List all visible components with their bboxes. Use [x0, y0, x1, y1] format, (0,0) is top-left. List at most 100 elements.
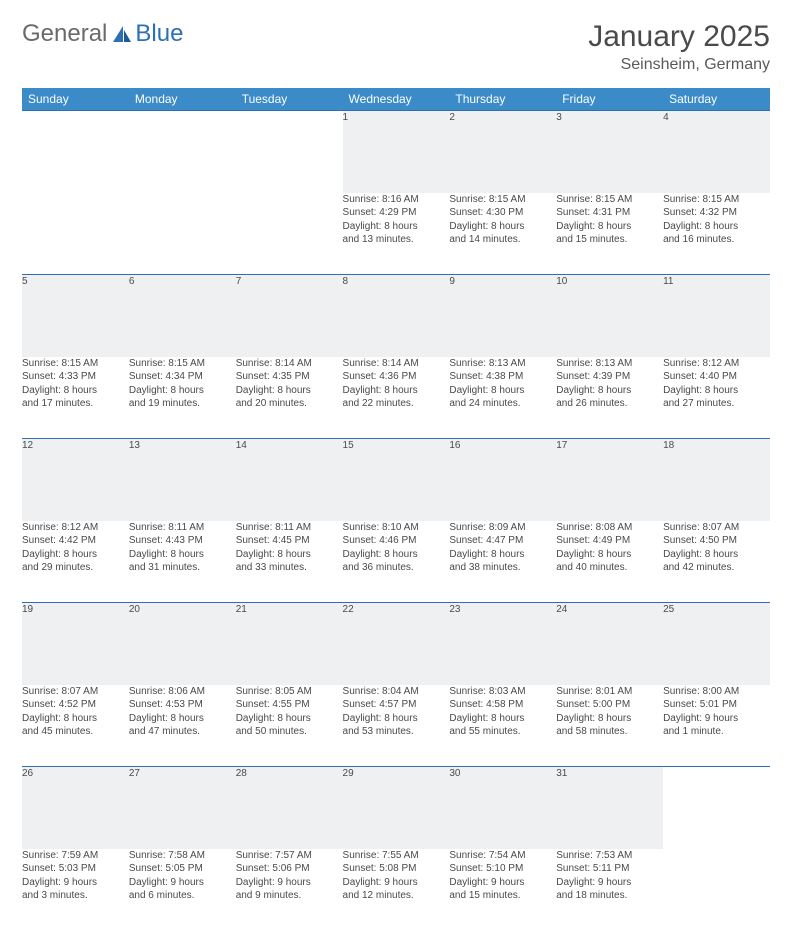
day-cell: Sunrise: 8:12 AMSunset: 4:40 PMDaylight:… [663, 357, 770, 439]
day-cell-blank [129, 193, 236, 275]
day-cell-line: and 15 minutes. [556, 233, 663, 247]
day-cell-line: Sunset: 5:11 PM [556, 862, 663, 876]
day-cell-line: Daylight: 8 hours [22, 384, 129, 398]
day-cell-line: and 50 minutes. [236, 725, 343, 739]
day-cell-line: Sunset: 4:50 PM [663, 534, 770, 548]
day-cell-line: Sunset: 4:29 PM [343, 206, 450, 220]
day-number-blank [236, 111, 343, 193]
weekday-header: Wednesday [343, 88, 450, 111]
day-cell-line: and 16 minutes. [663, 233, 770, 247]
day-cell-line: Daylight: 8 hours [236, 548, 343, 562]
day-cell: Sunrise: 7:53 AMSunset: 5:11 PMDaylight:… [556, 849, 663, 931]
day-number: 5 [22, 275, 129, 357]
day-cell-line: and 45 minutes. [22, 725, 129, 739]
day-cell-line: Sunset: 5:10 PM [449, 862, 556, 876]
day-cell-line: Sunset: 4:45 PM [236, 534, 343, 548]
day-cell-line: Sunset: 4:47 PM [449, 534, 556, 548]
day-cell-line: Sunset: 5:00 PM [556, 698, 663, 712]
logo-text-general: General [22, 20, 107, 48]
day-cell-line: Daylight: 8 hours [663, 548, 770, 562]
day-number: 4 [663, 111, 770, 193]
day-cell-line: and 33 minutes. [236, 561, 343, 575]
day-cell-line: Sunset: 5:08 PM [343, 862, 450, 876]
day-cell-line: and 12 minutes. [343, 889, 450, 903]
day-cell-line: Sunrise: 8:01 AM [556, 685, 663, 699]
day-cell-line: and 36 minutes. [343, 561, 450, 575]
day-number: 20 [129, 603, 236, 685]
weekday-header: Saturday [663, 88, 770, 111]
day-cell-line: Sunset: 4:46 PM [343, 534, 450, 548]
day-number-row: 567891011 [22, 275, 770, 357]
header: General Blue January 2025 Seinsheim, Ger… [22, 20, 770, 74]
day-cell-line: Sunset: 4:34 PM [129, 370, 236, 384]
day-cell-line: Daylight: 9 hours [22, 876, 129, 890]
day-cell-line: Daylight: 9 hours [343, 876, 450, 890]
day-cell-line: and 38 minutes. [449, 561, 556, 575]
day-cell: Sunrise: 8:15 AMSunset: 4:30 PMDaylight:… [449, 193, 556, 275]
day-cell-line: and 40 minutes. [556, 561, 663, 575]
day-cell-line: Sunrise: 8:03 AM [449, 685, 556, 699]
day-cell-line: Sunrise: 8:10 AM [343, 521, 450, 535]
day-cell-line: Sunset: 4:42 PM [22, 534, 129, 548]
day-cell: Sunrise: 7:59 AMSunset: 5:03 PMDaylight:… [22, 849, 129, 931]
day-cell-line: Sunrise: 8:06 AM [129, 685, 236, 699]
logo-text-blue: Blue [135, 20, 183, 48]
day-cell-line: Daylight: 8 hours [343, 384, 450, 398]
day-cell-line: Sunrise: 7:53 AM [556, 849, 663, 863]
day-cell-line: Sunrise: 8:15 AM [22, 357, 129, 371]
day-cell-line: and 53 minutes. [343, 725, 450, 739]
day-number: 9 [449, 275, 556, 357]
day-number: 27 [129, 767, 236, 849]
day-cell-line: Sunrise: 7:59 AM [22, 849, 129, 863]
day-cell-line: Daylight: 8 hours [449, 548, 556, 562]
weekday-header: Tuesday [236, 88, 343, 111]
day-number-blank [129, 111, 236, 193]
day-cell-line: and 29 minutes. [22, 561, 129, 575]
day-number: 21 [236, 603, 343, 685]
day-cell-line: Daylight: 8 hours [22, 548, 129, 562]
day-cell-line: Sunset: 4:40 PM [663, 370, 770, 384]
day-cell: Sunrise: 7:54 AMSunset: 5:10 PMDaylight:… [449, 849, 556, 931]
day-cell-line: and 6 minutes. [129, 889, 236, 903]
day-number: 8 [343, 275, 450, 357]
day-cell: Sunrise: 8:00 AMSunset: 5:01 PMDaylight:… [663, 685, 770, 767]
day-cell-line: Sunset: 5:05 PM [129, 862, 236, 876]
day-cell: Sunrise: 8:10 AMSunset: 4:46 PMDaylight:… [343, 521, 450, 603]
day-cell-line: and 55 minutes. [449, 725, 556, 739]
day-cell-line: Sunset: 5:03 PM [22, 862, 129, 876]
day-cell-line: Sunset: 4:30 PM [449, 206, 556, 220]
day-cell-line: Sunrise: 8:00 AM [663, 685, 770, 699]
month-title: January 2025 [588, 20, 770, 54]
day-cell-line: Sunrise: 8:15 AM [129, 357, 236, 371]
day-cell-line: Sunrise: 8:08 AM [556, 521, 663, 535]
day-number-row: 262728293031 [22, 767, 770, 849]
day-cell-line: and 13 minutes. [343, 233, 450, 247]
day-cell-line: Daylight: 8 hours [129, 548, 236, 562]
day-number: 30 [449, 767, 556, 849]
day-cell-blank [663, 849, 770, 931]
day-cell-line: Sunrise: 8:13 AM [449, 357, 556, 371]
day-cell-line: Daylight: 9 hours [556, 876, 663, 890]
day-cell-line: Sunset: 4:32 PM [663, 206, 770, 220]
day-cell-line: Sunset: 4:43 PM [129, 534, 236, 548]
day-cell-line: Sunrise: 8:15 AM [556, 193, 663, 207]
day-cell: Sunrise: 8:15 AMSunset: 4:32 PMDaylight:… [663, 193, 770, 275]
day-cell: Sunrise: 8:15 AMSunset: 4:33 PMDaylight:… [22, 357, 129, 439]
day-number: 22 [343, 603, 450, 685]
day-cell-line: and 20 minutes. [236, 397, 343, 411]
day-cell-line: Sunrise: 8:07 AM [663, 521, 770, 535]
day-cell: Sunrise: 8:15 AMSunset: 4:34 PMDaylight:… [129, 357, 236, 439]
day-cell-line: Sunrise: 8:15 AM [449, 193, 556, 207]
day-cell-line: and 15 minutes. [449, 889, 556, 903]
day-cell-line: Daylight: 9 hours [236, 876, 343, 890]
day-cell-line: and 42 minutes. [663, 561, 770, 575]
weekday-header: Sunday [22, 88, 129, 111]
day-cell-line: Sunset: 4:52 PM [22, 698, 129, 712]
day-cell-line: Sunrise: 8:15 AM [663, 193, 770, 207]
day-cell-line: Daylight: 8 hours [343, 220, 450, 234]
day-cell-line: Daylight: 8 hours [449, 384, 556, 398]
day-cell: Sunrise: 8:11 AMSunset: 4:43 PMDaylight:… [129, 521, 236, 603]
day-cell-line: and 26 minutes. [556, 397, 663, 411]
day-cell-line: Daylight: 8 hours [343, 548, 450, 562]
day-number: 25 [663, 603, 770, 685]
